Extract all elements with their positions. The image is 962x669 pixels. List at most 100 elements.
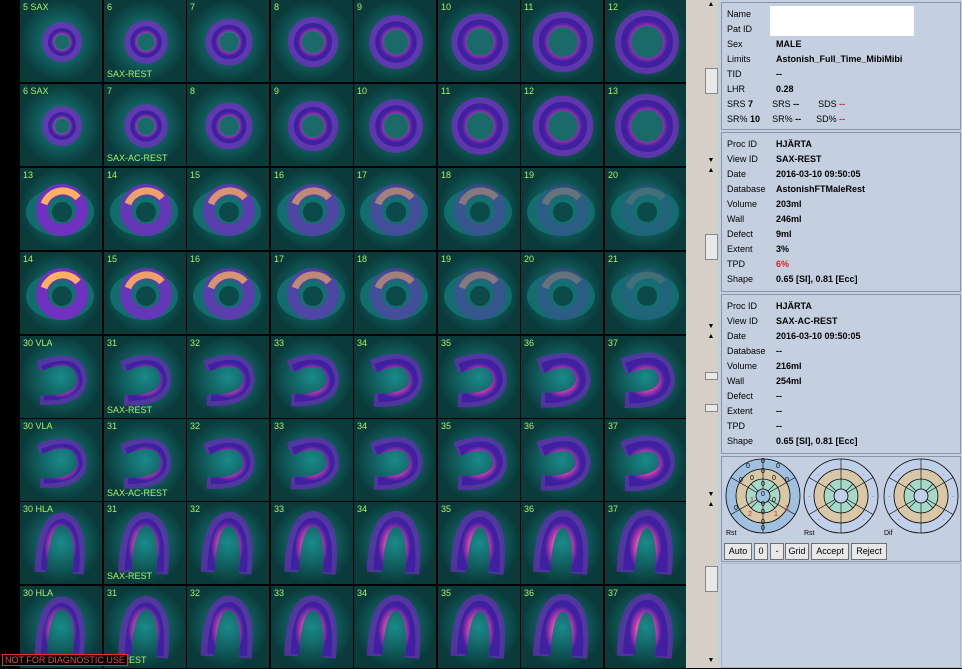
extent-label-2: Extent <box>727 406 753 416</box>
reject-button[interactable]: Reject <box>851 543 887 560</box>
slice-tile[interactable]: 33 <box>271 586 353 668</box>
slice-tile[interactable]: 17 <box>271 252 353 334</box>
slice-tile[interactable]: 13 <box>605 84 687 166</box>
slice-tile[interactable]: 10 <box>438 0 520 82</box>
bullseye-plot[interactable]: ---------------- <box>882 458 960 534</box>
image-row: 5 SAX 6 SAX-REST 7 <box>20 0 687 83</box>
slice-tile[interactable]: 37 <box>605 336 687 418</box>
slice-tile[interactable]: 15 <box>187 168 269 250</box>
slice-tile[interactable]: 20 <box>521 252 603 334</box>
zero-button[interactable]: 0 <box>754 543 768 560</box>
slice-tile[interactable]: 32 <box>187 336 269 418</box>
scroll-up-arrow-icon-2[interactable]: ▲ <box>704 166 718 176</box>
slice-tile[interactable]: 31 SAX-REST <box>104 336 186 418</box>
scroll-down-arrow-icon-3[interactable]: ▼ <box>704 490 718 500</box>
slice-tile[interactable]: 35 <box>438 419 520 501</box>
slice-tile[interactable]: 32 <box>187 586 269 668</box>
scroll-thumb-4[interactable] <box>705 404 718 412</box>
slice-tile[interactable]: 9 <box>271 84 353 166</box>
heart-slice-image <box>104 0 186 82</box>
slice-tile[interactable]: 33 <box>271 502 353 584</box>
slice-tile[interactable]: 21 <box>605 252 687 334</box>
grid-button[interactable]: Grid <box>785 543 809 560</box>
slice-tile[interactable]: 19 <box>438 252 520 334</box>
slice-tile[interactable]: 34 <box>354 419 436 501</box>
scroll-down-arrow-icon[interactable]: ▼ <box>704 156 718 166</box>
auto-button[interactable]: Auto <box>724 543 752 560</box>
slice-tile[interactable]: 37 <box>605 419 687 501</box>
extent-label: Extent <box>727 244 753 254</box>
slice-tile[interactable]: 15 <box>104 252 186 334</box>
slice-tile[interactable]: 6 SAX-REST <box>104 0 186 82</box>
slice-tile[interactable]: 34 <box>354 586 436 668</box>
scroll-thumb-3[interactable] <box>705 372 718 380</box>
scroll-up-arrow-icon-4[interactable]: ▲ <box>704 500 718 510</box>
slice-tile[interactable]: 30 HLA <box>20 502 102 584</box>
svg-text:1: 1 <box>785 505 789 512</box>
slice-tile[interactable]: 36 <box>521 336 603 418</box>
limits-label: Limits <box>727 54 751 64</box>
sex-value: MALE <box>776 39 802 49</box>
scroll-up-arrow-icon[interactable]: ▲ <box>704 0 718 10</box>
slice-tile[interactable]: 17 <box>354 168 436 250</box>
slice-tile[interactable]: 36 <box>521 586 603 668</box>
slice-tile[interactable]: 12 <box>605 0 687 82</box>
slice-tile[interactable]: 14 <box>104 168 186 250</box>
slice-tile[interactable]: 30 VLA <box>20 336 102 418</box>
slice-tile[interactable]: 20 <box>605 168 687 250</box>
slice-tile[interactable]: 33 <box>271 336 353 418</box>
slice-tile[interactable]: 35 <box>438 502 520 584</box>
slice-tile[interactable]: 32 <box>187 419 269 501</box>
scroll-thumb-5[interactable] <box>705 566 718 592</box>
slice-tile[interactable]: 7 <box>187 0 269 82</box>
svg-text:-: - <box>863 517 865 523</box>
slice-tile[interactable]: 11 <box>521 0 603 82</box>
slice-tile[interactable]: 32 <box>187 502 269 584</box>
slice-tile[interactable]: 35 <box>438 336 520 418</box>
extent-value: 3% <box>776 244 790 254</box>
slice-tile[interactable]: 31 SAX-REST <box>104 502 186 584</box>
slice-tile[interactable]: 10 <box>354 84 436 166</box>
slice-tile[interactable]: 13 <box>20 168 102 250</box>
slice-tile[interactable]: 6 SAX <box>20 84 102 166</box>
heart-slice-image <box>354 252 436 334</box>
scroll-down-arrow-icon-2[interactable]: ▼ <box>704 322 718 332</box>
slice-tile[interactable]: 18 <box>438 168 520 250</box>
slice-tile[interactable]: 8 <box>187 84 269 166</box>
slice-tile[interactable]: 34 <box>354 336 436 418</box>
slice-tile[interactable]: 5 SAX <box>20 0 102 82</box>
slice-tile[interactable]: 19 <box>521 168 603 250</box>
slice-tile[interactable]: 30 VLA <box>20 419 102 501</box>
scroll-thumb-1[interactable] <box>705 68 718 94</box>
slice-tile[interactable]: 36 <box>521 502 603 584</box>
slice-tile[interactable]: 8 <box>271 0 353 82</box>
slice-tile[interactable]: 12 <box>521 84 603 166</box>
slice-tile[interactable]: 7 SAX-AC-REST <box>104 84 186 166</box>
slice-tile[interactable]: 34 <box>354 502 436 584</box>
slice-tile[interactable]: 16 <box>271 168 353 250</box>
slice-tile[interactable]: 16 <box>187 252 269 334</box>
scrollbar-column[interactable]: ▲ ▼ ▲ ▼ ▲ ▼ ▲ ▼ <box>704 0 718 668</box>
volume-value-2: 216ml <box>776 361 802 371</box>
scroll-down-arrow-icon-4[interactable]: ▼ <box>704 656 718 666</box>
image-viewer[interactable]: 5 SAX 6 SAX-REST 7 <box>0 0 687 668</box>
slice-tile[interactable]: 33 <box>271 419 353 501</box>
accept-button[interactable]: Accept <box>811 543 849 560</box>
scroll-up-arrow-icon-3[interactable]: ▲ <box>704 332 718 342</box>
slice-tile[interactable]: 35 <box>438 586 520 668</box>
slice-tile[interactable]: 11 <box>438 84 520 166</box>
slice-tile[interactable]: 18 <box>354 252 436 334</box>
slice-tile[interactable]: 37 <box>605 502 687 584</box>
scroll-thumb-2[interactable] <box>705 234 718 260</box>
heart-slice-image <box>104 502 186 584</box>
slice-tile[interactable]: 37 <box>605 586 687 668</box>
name-field[interactable] <box>770 6 914 36</box>
svg-text:0: 0 <box>761 481 765 488</box>
slice-tile[interactable]: 14 <box>20 252 102 334</box>
slice-tile[interactable]: 31 SAX-AC-REST <box>104 419 186 501</box>
bullseye-plot[interactable]: ---------------- <box>802 458 880 534</box>
slice-tile[interactable]: 36 <box>521 419 603 501</box>
minus-button[interactable]: - <box>770 543 784 560</box>
slice-tile[interactable]: 9 <box>354 0 436 82</box>
